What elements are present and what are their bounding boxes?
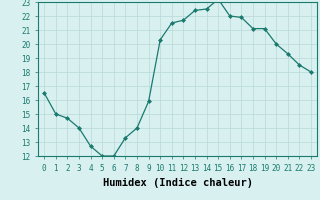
X-axis label: Humidex (Indice chaleur): Humidex (Indice chaleur) <box>103 178 252 188</box>
